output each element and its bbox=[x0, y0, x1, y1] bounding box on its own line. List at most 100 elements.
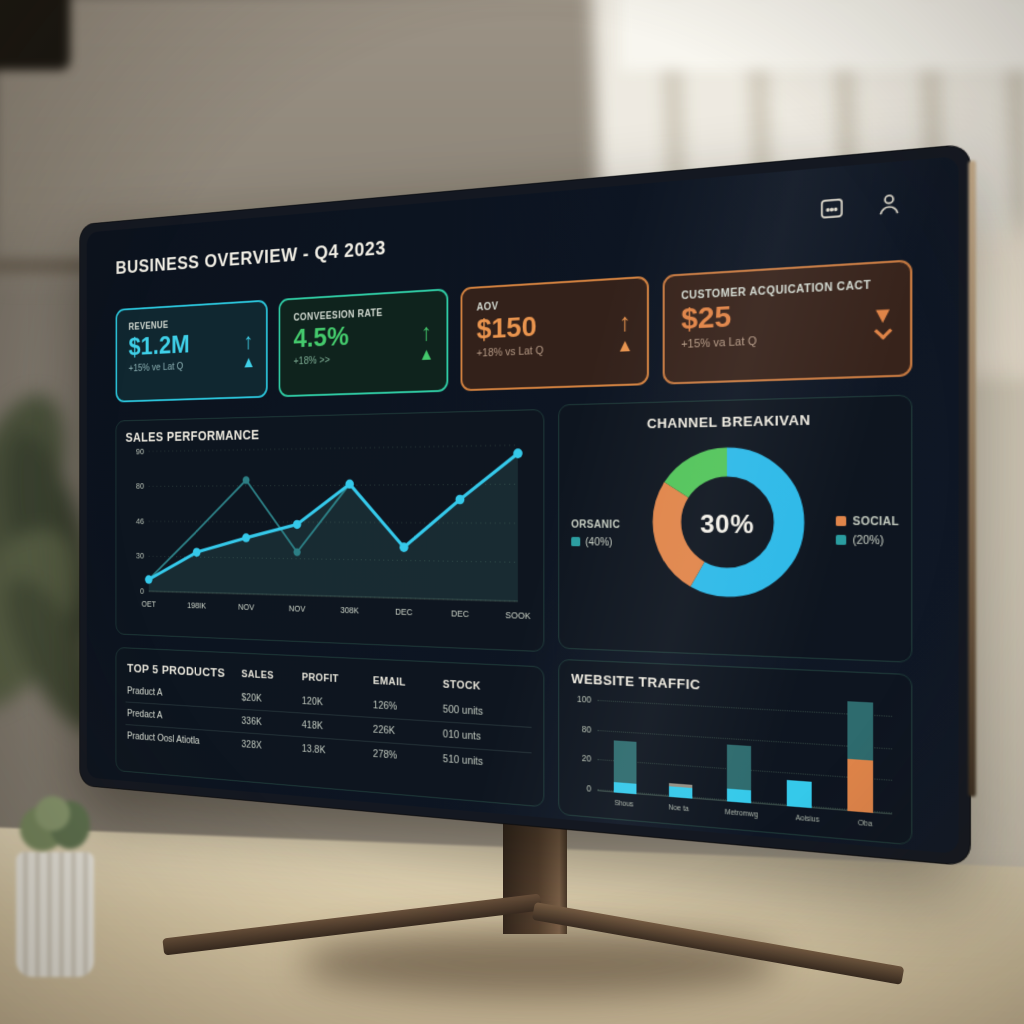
product-name-cell: Praduct Oosl Atiotla bbox=[127, 730, 241, 749]
kpi-card-customer-acquication-cact[interactable]: CUSTOMER ACQUICATION CACT $25 +15% va Lat … bbox=[663, 259, 912, 384]
donut-center-label: 30% bbox=[642, 435, 817, 616]
table-cell: 500 units bbox=[443, 703, 530, 720]
svg-text:46: 46 bbox=[136, 517, 144, 526]
succulent-leaf bbox=[35, 796, 70, 831]
table-cell: 510 units bbox=[443, 753, 530, 771]
trend-up-icon: ↑ ▲ bbox=[616, 290, 633, 374]
channel-breakdown-panel: CHANNEL BREAKIVAN ORSANIC (40%) 30% SOCI… bbox=[558, 395, 912, 663]
donut-legend-left: ORSANIC (40%) bbox=[571, 516, 620, 552]
kpi-card-revenue[interactable]: REVENUE $1.2M +15% ve Lat Q ↑ ▲ bbox=[116, 300, 268, 403]
product-name-cell: Praduct A bbox=[127, 685, 241, 703]
topbar bbox=[819, 190, 903, 222]
table-cell: 13.8K bbox=[302, 743, 373, 760]
bar-segment bbox=[848, 701, 874, 760]
bar bbox=[614, 741, 637, 795]
window-top-light bbox=[620, 0, 1024, 70]
x-tick-label: Shous bbox=[614, 800, 633, 809]
bar bbox=[669, 783, 692, 798]
bar-segment bbox=[614, 741, 637, 784]
y-tick-label: 100 bbox=[571, 693, 591, 704]
x-tick-label: Noe ta bbox=[668, 804, 688, 813]
table-cell: 328X bbox=[241, 739, 301, 755]
legend-swatch bbox=[836, 535, 846, 545]
table-cell: 010 unts bbox=[443, 728, 530, 746]
table-cell: 278% bbox=[373, 748, 443, 765]
bar-segment bbox=[848, 759, 874, 813]
table-cell: 336K bbox=[241, 715, 301, 730]
svg-text:NOV: NOV bbox=[289, 603, 306, 613]
svg-text:DEC: DEC bbox=[395, 607, 412, 618]
top-products-panel: TOP 5 PRODUCTS SALES PROFIT EMAIL STOCK … bbox=[116, 647, 545, 807]
y-tick-label: 0 bbox=[571, 782, 591, 794]
succulent-plant bbox=[10, 796, 102, 866]
column-header: SALES bbox=[241, 668, 301, 682]
trend-up-icon: ↑ ▲ bbox=[419, 302, 435, 382]
column-header: EMAIL bbox=[373, 675, 443, 690]
column-header: PROFIT bbox=[302, 671, 373, 686]
message-icon[interactable] bbox=[819, 195, 846, 222]
donut-legend-right: SOCIAL (20%) bbox=[836, 513, 899, 551]
monitor: BUSINESS OVERVIEW - Q4 2023 REVENUE $1.2M… bbox=[80, 145, 970, 866]
website-traffic-bar-chart: 100 80 20 0 Shous Noe ta Metromwg Aoisius Oba bbox=[571, 690, 897, 833]
table-cell: 418K bbox=[302, 719, 373, 735]
user-icon[interactable] bbox=[875, 190, 902, 218]
table-cell: 126% bbox=[373, 699, 443, 715]
table-cell: 120K bbox=[302, 695, 373, 711]
kpi-subtext: +15% ve Lat Q bbox=[129, 361, 190, 375]
table-cell: $20K bbox=[241, 692, 301, 707]
x-tick-label: Aoisius bbox=[795, 815, 819, 825]
bar-segment bbox=[669, 786, 692, 799]
bar-segment bbox=[727, 744, 751, 790]
trend-up-icon: ↑ ▲ bbox=[242, 313, 256, 389]
product-name-cell: Predact A bbox=[127, 708, 241, 727]
bar-segment bbox=[614, 782, 637, 795]
channel-breakdown-title: CHANNEL BREAKIVAN bbox=[571, 410, 897, 433]
bar-segment bbox=[786, 780, 811, 808]
legend-label: SOCIAL bbox=[853, 516, 900, 528]
page-title: BUSINESS OVERVIEW - Q4 2023 bbox=[116, 238, 386, 280]
svg-text:198IK: 198IK bbox=[187, 600, 206, 610]
bars bbox=[597, 700, 892, 815]
svg-text:0: 0 bbox=[140, 586, 144, 595]
donut-chart: 30% bbox=[642, 435, 817, 616]
kpi-value: $1.2M bbox=[129, 329, 190, 361]
table-cell: 226K bbox=[373, 724, 443, 740]
dark-corner bbox=[0, 0, 70, 70]
svg-text:90: 90 bbox=[136, 447, 144, 456]
svg-text:DEC: DEC bbox=[451, 608, 469, 619]
x-tick-label: Metromwg bbox=[725, 809, 758, 819]
y-tick-label: 20 bbox=[571, 752, 591, 764]
legend-swatch bbox=[571, 537, 580, 546]
svg-text:NOV: NOV bbox=[238, 602, 254, 612]
top-products-title: TOP 5 PRODUCTS bbox=[127, 661, 241, 681]
bar bbox=[786, 780, 811, 808]
photo-scene: BUSINESS OVERVIEW - Q4 2023 REVENUE $1.2M… bbox=[0, 0, 1024, 1024]
svg-text:30: 30 bbox=[136, 551, 144, 560]
svg-text:OET: OET bbox=[142, 599, 157, 609]
trend-down-icon: ▼ bbox=[871, 275, 894, 366]
website-traffic-panel: WEBSITE TRAFFIC 100 80 20 0 Shous Noe ta Metro… bbox=[558, 659, 912, 846]
sales-performance-panel: SALES PERFORMANCE 90 80 46 30 0 OET 198IK NOV NO… bbox=[116, 409, 545, 652]
bar bbox=[848, 701, 874, 813]
legend-swatch bbox=[836, 516, 846, 526]
kpi-card-aov[interactable]: AOV $150 +18% vs Lat Q ↑ ▲ bbox=[460, 276, 649, 392]
x-tick-label: Oba bbox=[858, 820, 872, 829]
svg-text:308K: 308K bbox=[340, 605, 359, 616]
svg-text:80: 80 bbox=[136, 482, 144, 491]
bar bbox=[727, 744, 751, 803]
kpi-subtext: +18% >> bbox=[293, 352, 382, 367]
plant-pot bbox=[16, 852, 94, 977]
kpi-value: $150 bbox=[477, 310, 544, 346]
kpi-subtext: +18% vs Lat Q bbox=[477, 345, 544, 360]
svg-text:SOOK: SOOK bbox=[505, 610, 530, 621]
kpi-card-conveesion-rate[interactable]: CONVEESION RATE 4.5% +18% >> ↑ ▲ bbox=[279, 288, 448, 397]
bar-segment bbox=[727, 789, 751, 804]
legend-value: (20%) bbox=[853, 535, 884, 548]
kpi-value: 4.5% bbox=[293, 319, 382, 354]
kpi-row: REVENUE $1.2M +15% ve Lat Q ↑ ▲ CONVEESION RA… bbox=[116, 259, 913, 402]
dashboard-screen: BUSINESS OVERVIEW - Q4 2023 REVENUE $1.2M… bbox=[87, 156, 959, 854]
y-tick-label: 80 bbox=[571, 723, 591, 735]
legend-value: (40%) bbox=[585, 537, 612, 549]
sales-performance-line-chart: 90 80 46 30 0 OET 198IK NOV NOV 308K DEC DEC SOOK bbox=[126, 437, 534, 626]
column-header: STOCK bbox=[443, 678, 530, 695]
